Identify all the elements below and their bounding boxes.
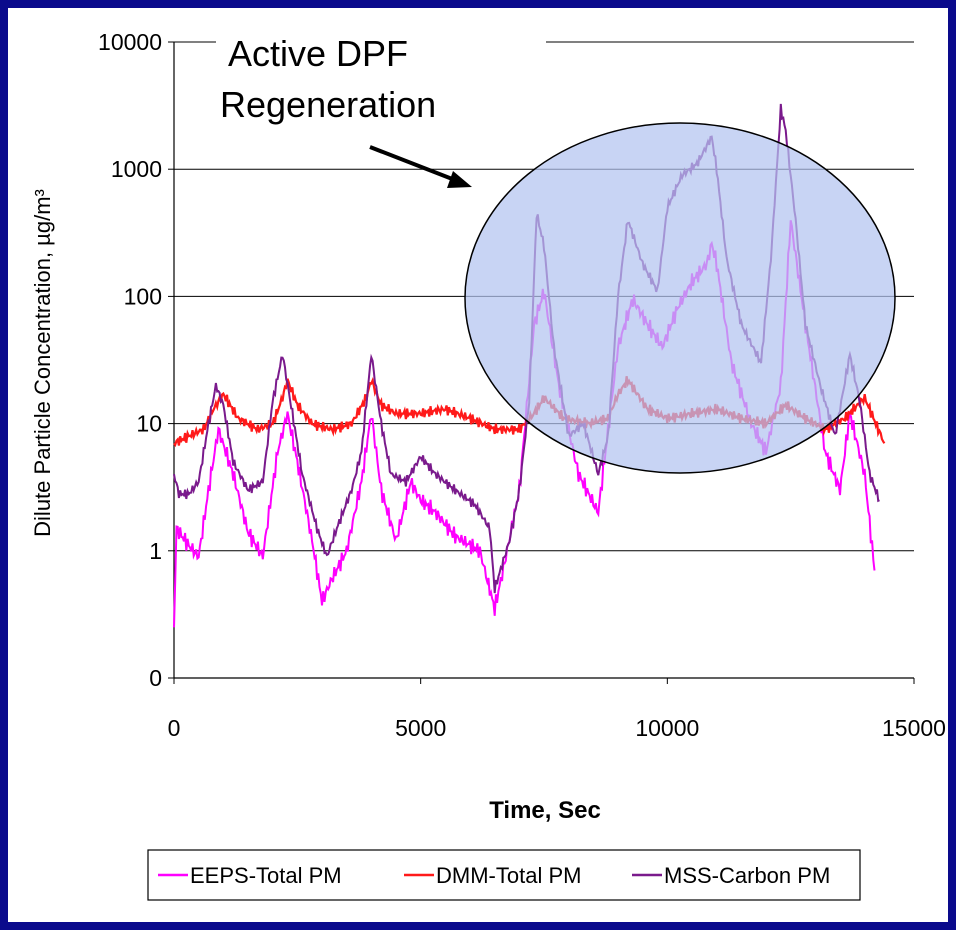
annotation-arrow [369,145,472,188]
axis-layer: 0 1 10 100 1000 10000 0 5000 10000 15000 [98,29,946,741]
x-tick-label: 10000 [635,715,699,741]
y-axis-label: Dilute Particle Concentration, µg/m³ [30,189,55,537]
legend-label: EEPS-Total PM [190,863,342,888]
legend-label: MSS-Carbon PM [664,863,830,888]
y-tick-label: 1 [149,538,162,564]
annotation-background [216,26,546,134]
y-tick-label: 0 [149,665,162,691]
regeneration-highlight-ellipse [464,122,896,474]
y-tick-label: 1000 [111,156,162,182]
x-axis-label: Time, Sec [489,797,601,824]
annotation-line-2: Regeneration [220,84,436,125]
x-tick-label: 15000 [882,715,946,741]
y-tick-label: 10000 [98,29,162,55]
chart-slide: 0 1 10 100 1000 10000 0 5000 10000 15000 Active D… [8,8,948,922]
legend: EEPS-Total PM DMM-Total PM MSS-Carbon PM [147,849,861,901]
chart-svg: 0 1 10 100 1000 10000 0 5000 10000 15000 Active D… [30,26,946,901]
legend-box [147,849,861,901]
y-tick-label: 100 [124,283,162,309]
x-tick-label: 0 [168,715,181,741]
x-tick-label: 5000 [395,715,446,741]
annotation-line-1: Active DPF [228,33,408,74]
y-tick-label: 10 [136,411,162,437]
legend-label: DMM-Total PM [436,863,581,888]
